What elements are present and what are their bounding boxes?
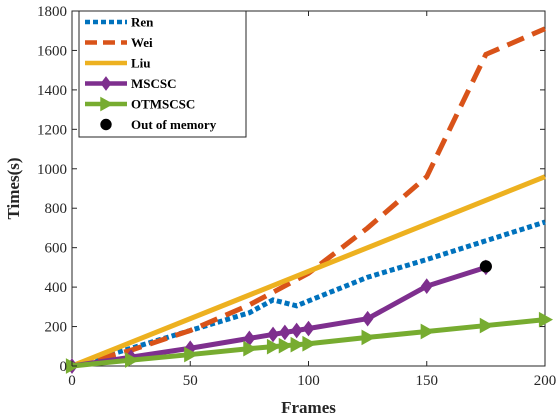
- legend-marker-out-of-memory: [100, 118, 112, 131]
- series-otmscsc: [65, 311, 554, 374]
- y-tick-label: 1400: [37, 83, 67, 99]
- x-tick-label: 0: [68, 373, 76, 389]
- legend-label-wei: Wei: [131, 35, 153, 50]
- data-point-mscsc: [267, 326, 279, 343]
- legend-label-out-of-memory: Out of memory: [131, 117, 217, 132]
- data-point-mscsc: [278, 324, 291, 341]
- y-axis-title: Times(s): [4, 157, 23, 219]
- legend-box: [78, 10, 247, 138]
- legend-marker-otmscsc: [100, 96, 114, 112]
- series-layer: [65, 26, 554, 374]
- x-tick-label: 200: [534, 373, 557, 389]
- y-tick-label: 1800: [37, 4, 67, 20]
- data-point-otmscsc: [302, 335, 317, 352]
- series-line-liu: [71, 174, 546, 369]
- series-out-of-memory: [479, 260, 492, 273]
- data-point-otmscsc: [243, 340, 258, 357]
- legend-label-mscsc: MSCSC: [131, 76, 177, 91]
- series-ren: [71, 219, 546, 369]
- legend-label-liu: Liu: [131, 56, 151, 71]
- y-tick-label: 1000: [37, 162, 67, 178]
- ticks-layer: 0 50 100 150 200 0 200 400 600 800 1000 1200 1400 160…: [37, 4, 556, 389]
- series-mscsc: [66, 259, 492, 374]
- y-tick-label: 1200: [37, 122, 67, 138]
- data-point-otmscsc: [479, 317, 494, 334]
- legend-label-ren: Ren: [131, 15, 154, 30]
- data-point-mscsc: [361, 310, 374, 327]
- y-tick-label: 800: [45, 201, 68, 217]
- data-point-out-of-memory: [479, 260, 492, 273]
- legend-label-otmscsc: OTMSCSC: [131, 97, 195, 112]
- data-point-otmscsc: [278, 337, 293, 354]
- y-tick-label: 400: [45, 280, 68, 296]
- x-tick-label: 50: [183, 373, 198, 389]
- legend-entry-ren: Ren: [85, 15, 154, 30]
- data-point-mscsc: [302, 320, 315, 337]
- data-point-mscsc: [420, 278, 433, 294]
- data-point-otmscsc: [361, 329, 376, 346]
- legend: Ren Wei Liu MSCSC OTMSCSC Out of memory: [78, 10, 247, 138]
- legend-entry-liu: Liu: [85, 56, 151, 71]
- y-tick-label: 200: [45, 320, 68, 336]
- legend-marker-mscsc: [100, 76, 112, 91]
- legend-entry-otmscsc: OTMSCSC: [85, 97, 195, 112]
- series-line-ren: [71, 219, 546, 369]
- series-liu: [71, 174, 546, 369]
- x-tick-label: 150: [416, 373, 439, 389]
- data-point-mscsc: [290, 322, 303, 339]
- legend-entry-mscsc: MSCSC: [85, 76, 177, 91]
- y-tick-label: 600: [45, 241, 68, 257]
- x-tick-label: 100: [297, 373, 320, 389]
- data-point-otmscsc: [538, 311, 554, 328]
- legend-entry-out-of-memory: Out of memory: [100, 117, 217, 132]
- data-point-otmscsc: [420, 323, 435, 340]
- data-point-otmscsc: [266, 338, 282, 355]
- data-point-otmscsc: [125, 352, 140, 368]
- data-point-otmscsc: [184, 346, 199, 363]
- y-tick-label: 0: [60, 359, 68, 375]
- x-axis-title: Frames: [281, 398, 336, 417]
- y-tick-label: 1600: [37, 43, 67, 59]
- data-point-otmscsc: [290, 336, 305, 353]
- legend-entry-wei: Wei: [85, 35, 153, 50]
